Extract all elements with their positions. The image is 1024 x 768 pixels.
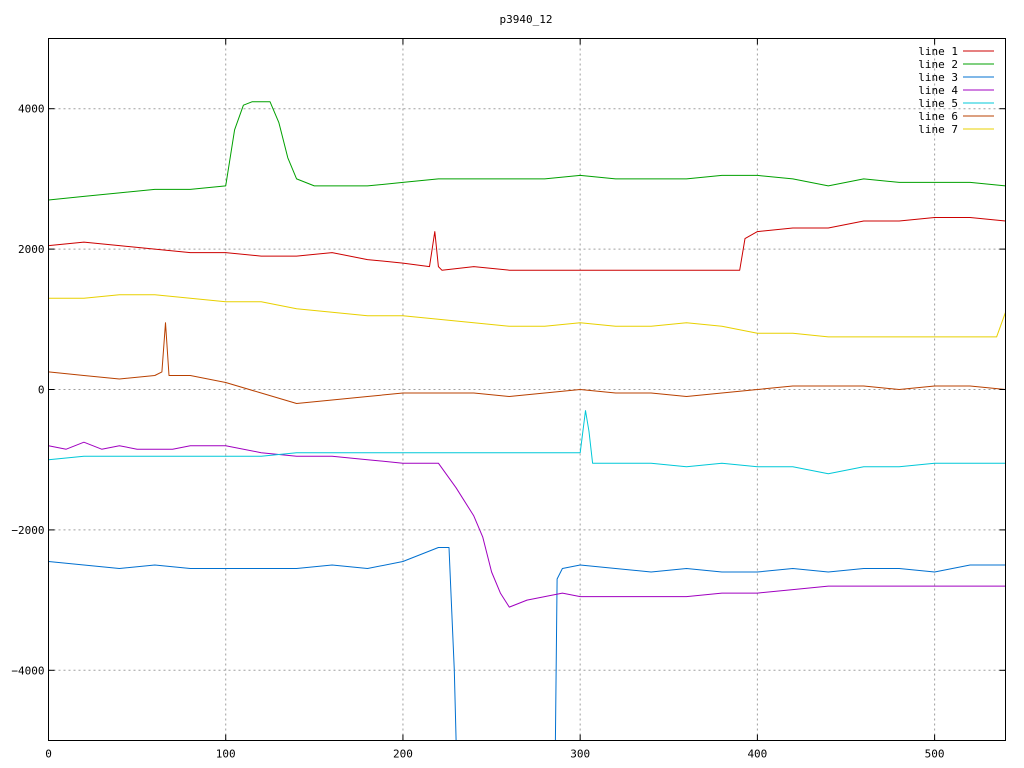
- series-line-5: [48, 410, 1006, 475]
- y-axis: −4000 −2000 0 2000 4000: [11, 103, 1006, 677]
- legend-label-2: line 2: [918, 58, 958, 71]
- series-line-4: [48, 441, 1006, 608]
- x-axis: 0 100 200 300 400 500: [45, 38, 945, 761]
- series-line-3: [48, 547, 1006, 741]
- y-tick-label: −2000: [11, 524, 44, 537]
- legend-label-4: line 4: [918, 84, 958, 97]
- y-tick-label: 0: [38, 384, 45, 397]
- legend-label-1: line 1: [918, 45, 958, 58]
- legend-label-7: line 7: [918, 123, 958, 136]
- x-tick-label: 500: [925, 748, 945, 761]
- series-line-6: [48, 322, 1006, 404]
- y-tick-label: 4000: [18, 103, 45, 116]
- series-line-2: [48, 101, 1006, 201]
- plot-frame: [48, 38, 1006, 741]
- legend-label-6: line 6: [918, 110, 958, 123]
- legend-label-5: line 5: [918, 97, 958, 110]
- series-line-7: [48, 294, 1006, 338]
- legend-label-3: line 3: [918, 71, 958, 84]
- x-tick-label: 300: [570, 748, 590, 761]
- x-tick-label: 200: [393, 748, 413, 761]
- series-group: [48, 101, 1006, 741]
- series-line-1: [48, 217, 1006, 271]
- y-tick-label: 2000: [18, 243, 45, 256]
- x-tick-label: 100: [216, 748, 236, 761]
- grid: [48, 38, 1006, 741]
- chart-title: p3940_12: [500, 13, 553, 26]
- y-tick-label: −4000: [11, 664, 44, 677]
- x-tick-label: 0: [45, 748, 52, 761]
- x-tick-label: 400: [747, 748, 767, 761]
